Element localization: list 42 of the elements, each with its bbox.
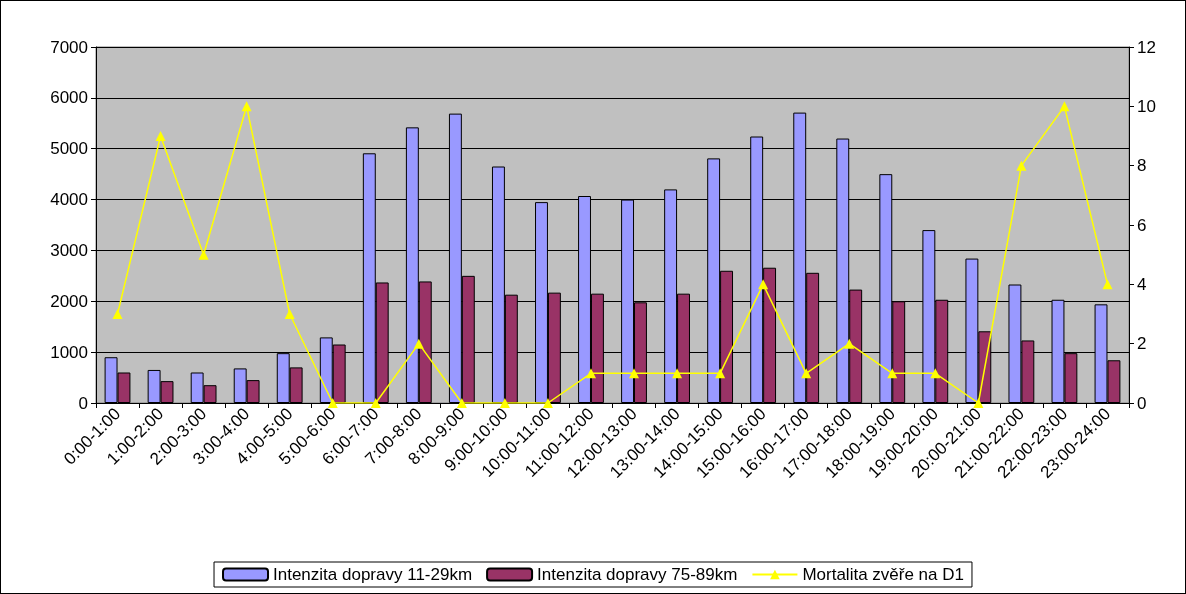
point [758, 279, 769, 290]
y2-tick-label: 2 [1137, 334, 1147, 354]
point [542, 398, 553, 408]
point [585, 368, 596, 379]
point [844, 338, 855, 349]
y-tick-label: 3000 [50, 240, 88, 260]
y2-tick-label: 6 [1137, 215, 1147, 235]
point [112, 309, 123, 319]
point [887, 368, 898, 379]
point [715, 368, 726, 379]
y2-tick-label: 10 [1137, 96, 1156, 116]
point [801, 368, 812, 379]
point [198, 249, 209, 260]
y2-tick-label: 12 [1137, 37, 1156, 57]
point [973, 398, 984, 408]
point [456, 398, 467, 408]
point [155, 131, 166, 141]
point [241, 101, 252, 112]
y-tick-label: 6000 [50, 88, 88, 108]
legend-label: Intenzita dopravy 11-29km [273, 565, 473, 584]
point [370, 398, 381, 408]
point [284, 309, 295, 319]
y2-tick-label: 8 [1137, 156, 1147, 176]
y-tick-label: 7000 [50, 37, 88, 57]
point [499, 398, 510, 408]
point [413, 338, 424, 349]
point [930, 368, 941, 379]
y-tick-label: 4000 [50, 190, 88, 210]
y-tick-label: 5000 [50, 139, 88, 159]
point [327, 398, 338, 408]
legend-label: Intenzita dopravy 75-89km [537, 565, 738, 584]
point [1102, 279, 1113, 290]
y-tick-label: 1000 [50, 342, 88, 362]
y2-tick-label: 0 [1137, 393, 1147, 413]
point [629, 368, 640, 379]
legend-label: Mortalita zvěře na D1 [802, 565, 964, 584]
point [1059, 101, 1070, 112]
y2-tick-label: 4 [1137, 274, 1147, 294]
y-tick-label: 2000 [50, 291, 88, 311]
y-tick-label: 0 [78, 393, 88, 413]
point [672, 368, 683, 379]
point [1016, 160, 1027, 171]
